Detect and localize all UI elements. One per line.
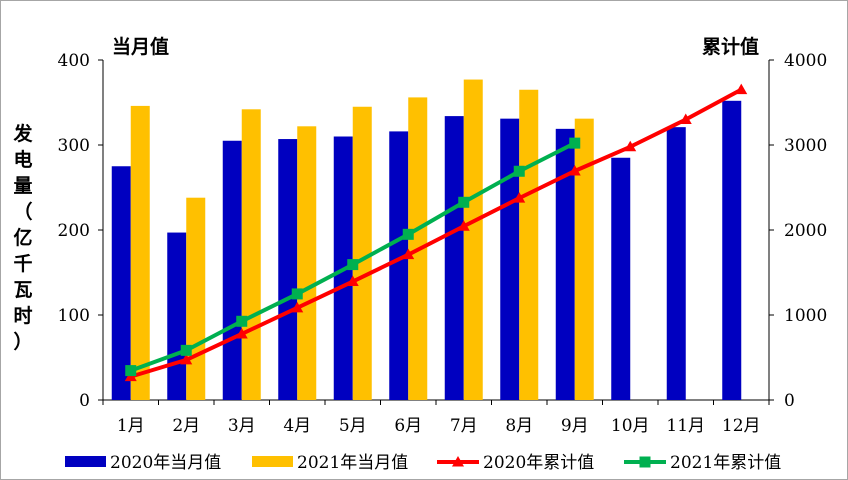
bar — [389, 131, 409, 400]
bar — [167, 232, 187, 400]
square-marker — [236, 315, 248, 327]
bar — [574, 118, 594, 401]
legend-label: 2020年累计值 — [483, 453, 594, 473]
legend: 2020年当月值 2021年当月值 2020年累计值 2021年累计值 — [65, 453, 781, 473]
left-tick-label: 200 — [58, 221, 90, 241]
triangle-marker — [513, 192, 526, 203]
y-axis-label-char: 量 — [13, 175, 32, 197]
triangle-marker — [568, 165, 581, 176]
right-axis-title: 累计值 — [702, 35, 759, 58]
y-axis-label-char: 千 — [13, 253, 32, 275]
category-label: 12月 — [722, 416, 761, 436]
category-labels: 1月 2月 3月 4月 5月 6月 7月 8月 9月 10月 11月 12月 — [117, 416, 761, 436]
left-tick-label: 0 — [79, 391, 90, 411]
bar — [222, 140, 242, 400]
triangle-marker — [235, 327, 248, 339]
bar — [111, 166, 131, 400]
square-marker — [125, 365, 137, 377]
legend-label: 2021年累计值 — [670, 453, 781, 473]
bar — [611, 157, 631, 400]
legend-triangle-marker — [452, 456, 464, 467]
right-tick-label: 4000 — [784, 51, 827, 71]
series-line — [130, 87, 743, 379]
legend-label: 2020年当月值 — [110, 453, 221, 473]
category-label: 8月 — [505, 416, 533, 436]
triangle-marker — [679, 113, 692, 124]
category-label: 11月 — [666, 416, 705, 436]
triangle-marker — [180, 353, 193, 365]
bar — [352, 106, 372, 400]
category-label: 3月 — [228, 416, 256, 436]
right-tick-label: 1000 — [784, 306, 827, 326]
bar — [463, 79, 483, 401]
left-tick-label: 400 — [58, 51, 90, 71]
bar — [722, 100, 742, 401]
triangle-marker — [291, 301, 304, 313]
legend-label: 2021年当月值 — [297, 453, 408, 473]
category-label: 10月 — [611, 416, 650, 436]
bar — [186, 197, 206, 400]
square-marker — [180, 344, 192, 356]
bar — [241, 109, 261, 401]
legend-square-marker — [639, 456, 651, 468]
square-marker — [347, 259, 359, 271]
square-marker — [569, 137, 581, 149]
y-axis-label-char: （ — [13, 200, 32, 223]
right-tick-label: 3000 — [784, 136, 827, 156]
triangle-marker — [735, 83, 748, 95]
triangle-marker — [402, 248, 415, 260]
bar — [444, 116, 464, 400]
square-marker — [458, 196, 470, 208]
y-axis-label-char: 时 — [13, 305, 32, 327]
bar — [278, 139, 298, 401]
category-label: 1月 — [117, 416, 145, 436]
square-marker — [291, 288, 303, 300]
bar-series — [111, 79, 742, 401]
y-axis-label-char: 瓦 — [13, 279, 32, 301]
triangle-marker — [457, 220, 470, 231]
left-tick-label: 300 — [58, 136, 90, 156]
left-axis-title: 当月值 — [112, 35, 169, 58]
bar — [297, 126, 317, 401]
category-label: 4月 — [283, 416, 311, 436]
triangle-marker — [624, 140, 637, 152]
bar — [666, 127, 686, 401]
triangle-marker — [346, 275, 359, 287]
y-axis-label-char: ） — [13, 330, 32, 353]
legend-swatch — [252, 456, 293, 467]
y-axis-label-char: 电 — [13, 148, 32, 171]
right-tick-label: 2000 — [784, 221, 827, 241]
square-marker — [402, 228, 414, 240]
bar — [130, 105, 150, 401]
line-series — [124, 83, 748, 382]
square-marker — [513, 165, 525, 177]
left-tick-label: 100 — [58, 306, 90, 326]
category-label: 9月 — [561, 416, 589, 436]
category-label: 2月 — [172, 416, 200, 436]
category-label: 5月 — [339, 416, 367, 436]
legend-swatch — [65, 456, 106, 467]
bar — [555, 128, 575, 400]
category-label: 7月 — [450, 416, 478, 436]
y-axis-label-char: 亿 — [13, 226, 32, 249]
y-axis-label-char: 发 — [12, 122, 33, 145]
category-label: 6月 — [394, 416, 422, 436]
bar — [500, 118, 520, 401]
bar — [519, 89, 539, 400]
right-tick-label: 0 — [784, 391, 795, 411]
